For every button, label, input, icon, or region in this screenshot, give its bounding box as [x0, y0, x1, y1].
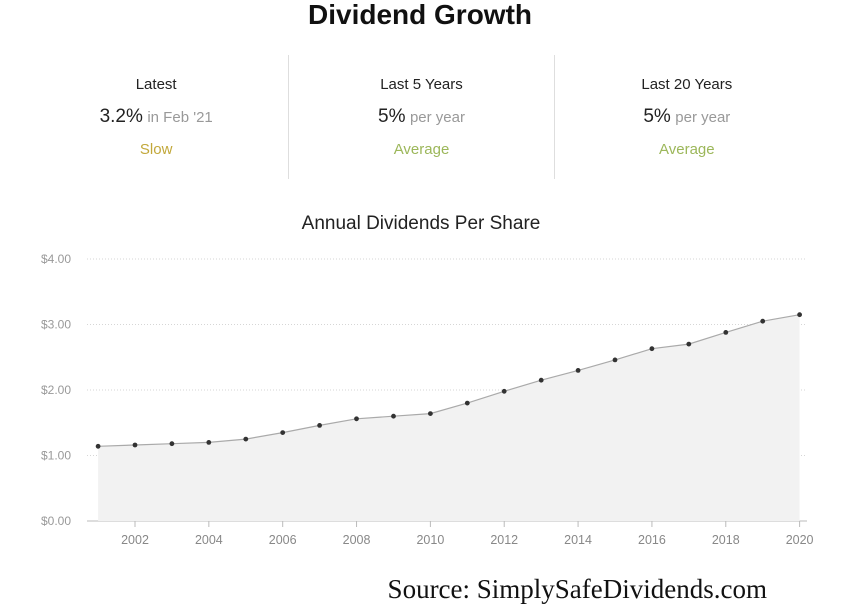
stat-suffix: in Feb '21 [147, 109, 213, 126]
stat-value: 5% [643, 106, 671, 127]
data-point [428, 411, 433, 416]
x-tick-label: 2012 [490, 533, 518, 547]
data-point [464, 400, 470, 406]
series-area [98, 314, 800, 521]
data-point [575, 368, 581, 373]
page-title: Dividend Growth [308, 0, 532, 30]
stat-suffix: per year [675, 109, 731, 126]
data-point [243, 436, 249, 442]
y-tick-label: $0.00 [41, 514, 71, 528]
stat-value-row: 5% per year [289, 105, 553, 130]
stats-panel: Latest 3.2% in Feb '21 Slow Last 5 Years… [24, 55, 819, 179]
stat-last-20-years: Last 20 Years 5% per year Average [553, 55, 819, 179]
stat-value: 3.2% [99, 106, 143, 127]
stat-latest: Latest 3.2% in Feb '21 Slow [24, 55, 288, 179]
stat-suffix: per year [409, 109, 465, 126]
data-point [354, 416, 359, 422]
y-tick-label: $1.00 [41, 449, 71, 463]
y-tick-label: $2.00 [41, 383, 71, 397]
data-point [132, 442, 138, 448]
stat-rating: Average [659, 141, 715, 158]
stat-rating: Slow [139, 141, 173, 158]
stat-last-5-years: Last 5 Years 5% per year Average [288, 55, 553, 179]
stat-rating: Average [393, 141, 450, 158]
stat-label: Last 20 Years [641, 76, 733, 93]
data-point [95, 443, 101, 449]
chart-svg: Annual Dividends Per Share $0.00 $1.00 $2.0… [41, 213, 814, 547]
stat-label: Latest [135, 76, 177, 93]
data-point [317, 423, 322, 428]
stat-value: 5% [378, 106, 406, 127]
x-tick-label: 2014 [564, 533, 592, 547]
x-tick-label: 2016 [638, 533, 666, 547]
data-point [797, 312, 802, 318]
data-point [538, 377, 544, 383]
stat-value-row: 5% per year [555, 105, 819, 130]
x-tick-label: 2008 [343, 533, 371, 547]
stat-label: Last 5 Years [380, 76, 463, 93]
stat-value-row: 3.2% in Feb '21 [24, 105, 288, 130]
data-point [391, 413, 396, 419]
x-tick-label: 2002 [121, 533, 149, 547]
data-point [649, 346, 655, 352]
series-line [98, 314, 800, 447]
data-point [760, 318, 766, 324]
chart-title: Annual Dividends Per Share [302, 213, 541, 234]
data-point [612, 357, 618, 363]
x-tick-label: 2004 [195, 533, 223, 547]
y-tick-label: $4.00 [41, 252, 71, 266]
data-point [723, 330, 729, 335]
x-tick-label: 2010 [416, 533, 444, 547]
data-point [280, 430, 286, 435]
data-point [206, 440, 212, 445]
data-point [686, 341, 692, 347]
y-tick-label: $3.00 [41, 318, 71, 332]
x-tick-label: 2018 [712, 533, 740, 547]
dividends-chart: Annual Dividends Per Share $0.00 $1.00 $2.0… [0, 205, 847, 560]
data-point [501, 388, 507, 394]
data-point [169, 441, 175, 447]
x-tick-label: 2006 [269, 533, 297, 547]
source-credit: Source: SimplySafeDividends.com [387, 574, 767, 604]
x-tick-label: 2020 [786, 533, 814, 547]
